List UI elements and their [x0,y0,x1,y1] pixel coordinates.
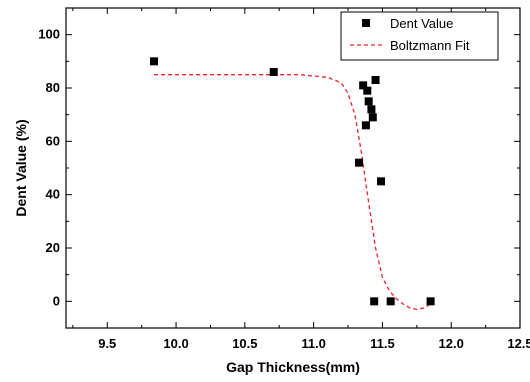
x-axis-ticks: 9.5 10.0 10.5 11.0 11.5 12.0 12.5 [72,8,530,351]
x-tick-label: 12.0 [439,336,464,351]
x-tick-label: 12.5 [507,336,530,351]
data-point [269,68,278,76]
data-point [426,297,435,306]
y-tick-label: 40 [46,187,60,202]
data-point [355,158,364,167]
data-point [359,81,368,90]
legend-label-dent-value: Dent Value [390,16,453,31]
data-point [150,57,159,66]
data-point [368,113,377,122]
data-point [386,297,395,306]
data-point [367,105,376,114]
points-group [150,57,435,306]
y-axis-title: Dent Value (%) [13,119,29,216]
data-point [370,297,379,306]
y-tick-label: 100 [38,27,60,42]
data-point [361,121,370,130]
x-tick-label: 11.0 [301,336,326,351]
x-tick-label: 9.5 [98,336,116,351]
y-tick-label: 80 [46,80,60,95]
y-axis-ticks: 0 20 40 60 80 100 [38,7,520,329]
data-point [363,86,372,95]
data-point [371,76,380,84]
data-point [364,97,373,106]
legend-marker-dent-value [362,19,370,27]
x-tick-label: 10.5 [232,336,257,351]
legend-label-boltzmann-fit: Boltzmann Fit [390,38,470,53]
x-tick-label: 10.0 [163,336,188,351]
x-tick-label: 11.5 [370,336,395,351]
y-tick-label: 0 [53,293,60,308]
x-axis-title: Gap Thickness(mm) [226,359,360,375]
fit-line [154,74,431,310]
y-tick-label: 20 [46,240,60,255]
data-point [377,177,386,186]
fit-line-group [154,74,431,310]
y-tick-label: 60 [46,133,60,148]
legend: Dent Value Boltzmann Fit [340,11,499,61]
